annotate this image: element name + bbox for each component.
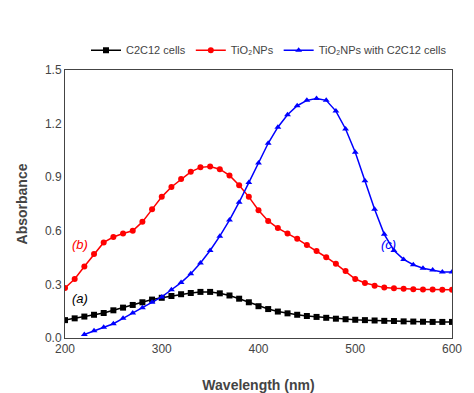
svg-text:200: 200: [55, 342, 75, 356]
svg-text:400: 400: [248, 342, 268, 356]
svg-text:0.6: 0.6: [45, 224, 62, 238]
svg-text:0.0: 0.0: [45, 331, 62, 345]
svg-text:TiO₂NPs: TiO₂NPs: [231, 44, 274, 56]
svg-text:500: 500: [345, 342, 365, 356]
svg-text:Absorbance: Absorbance: [14, 163, 30, 244]
svg-text:(b): (b): [72, 237, 88, 252]
svg-text:1.2: 1.2: [45, 117, 62, 131]
svg-text:0.3: 0.3: [45, 278, 62, 292]
svg-text:0.9: 0.9: [45, 170, 62, 184]
svg-text:C2C12 cells: C2C12 cells: [126, 44, 186, 56]
svg-text:TiO₂NPs with C2C12 cells: TiO₂NPs with C2C12 cells: [319, 44, 447, 56]
svg-text:(a): (a): [72, 291, 88, 306]
svg-text:1.5: 1.5: [45, 63, 62, 77]
svg-text:Wavelength (nm): Wavelength (nm): [202, 377, 314, 393]
svg-text:300: 300: [152, 342, 172, 356]
svg-text:600: 600: [442, 342, 462, 356]
svg-text:(c): (c): [381, 237, 396, 252]
